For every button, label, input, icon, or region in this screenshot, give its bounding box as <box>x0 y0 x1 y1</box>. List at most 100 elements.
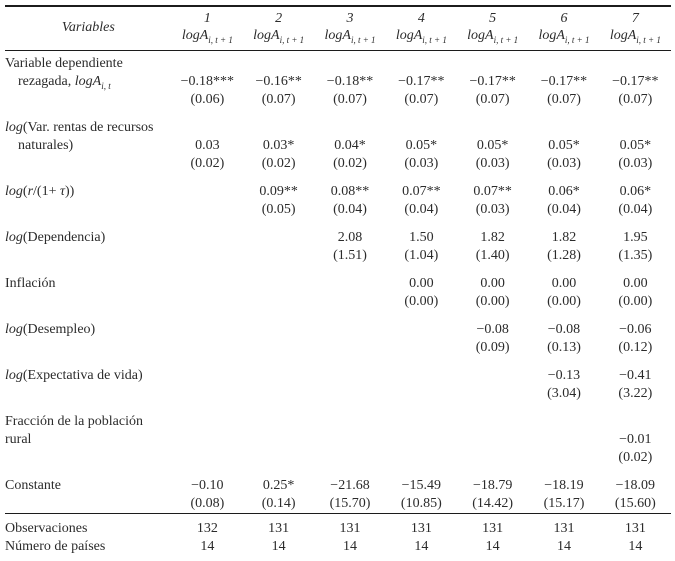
se-cell: (0.05) <box>261 202 296 217</box>
coefficient-cell: −0.17** <box>612 74 659 89</box>
table-row: (0.02) (0.02) (0.02) (0.03) (0.03) (0.03) (0.0… <box>5 155 671 173</box>
coefficient-cell: −0.13 <box>547 368 581 383</box>
dependent-variable-label: logAi, t + 1 <box>467 28 519 45</box>
table-row: (0.05) (0.04) (0.04) (0.03) (0.04) (0.04) <box>5 201 671 219</box>
coefficient-cell: −0.17** <box>540 74 588 89</box>
coefficient-cell <box>600 51 671 74</box>
se-cell: (0.06) <box>190 92 225 107</box>
model-number: 7 <box>631 11 639 26</box>
stat-cell: 131 <box>599 513 671 538</box>
variable-label: Fracción de la población <box>5 414 144 429</box>
se-cell: (0.07) <box>404 92 439 107</box>
coefficient-cell <box>528 109 599 137</box>
coefficient-cell: 0.00 <box>551 276 577 291</box>
table-row: Constante −0.10 0.25* −21.68 −15.49 −18.79 −18… <box>5 467 671 495</box>
coefficient-cell <box>528 403 599 431</box>
se-cell <box>243 339 314 357</box>
se-cell: (0.03) <box>547 156 581 171</box>
se-cell: (1.51) <box>333 248 367 263</box>
stat-cell: 131 <box>314 513 386 538</box>
coefficient-cell: −0.17** <box>398 74 445 89</box>
variables-column-header: Variables <box>5 6 172 51</box>
table-row: log(Expectativa de vida) −0.13 −0.41 <box>5 357 671 385</box>
se-cell: (0.04) <box>333 202 367 217</box>
table-row: log(Desempleo) −0.08 −0.08 −0.06 <box>5 311 671 339</box>
se-cell <box>314 339 385 357</box>
coefficient-cell <box>314 311 385 339</box>
model-number: 4 <box>417 11 425 26</box>
coefficient-cell: −18.09 <box>615 478 656 493</box>
stat-cell: 14 <box>200 539 215 554</box>
coefficient-cell: 0.00 <box>480 276 505 291</box>
variable-label: log(Var. rentas de recursos <box>5 120 154 135</box>
se-cell: (0.02) <box>261 156 296 171</box>
table-footer: Observaciones 132 131 131 131 131 131 131 Número… <box>5 513 671 561</box>
coefficient-cell: 0.25* <box>262 478 295 493</box>
stat-label: Número de países <box>5 539 106 554</box>
coefficient-cell <box>172 265 243 293</box>
coefficient-cell: −0.17** <box>469 74 516 89</box>
coefficient-cell <box>314 51 385 74</box>
stat-cell: 131 <box>243 513 315 538</box>
coefficient-cell: −0.16** <box>255 74 302 89</box>
se-cell <box>243 449 314 467</box>
coefficient-cell <box>457 357 528 385</box>
se-cell: (0.04) <box>618 202 653 217</box>
coefficient-cell <box>172 403 243 431</box>
se-cell <box>457 449 528 467</box>
variable-label <box>5 339 172 357</box>
model-column-header: 1 logAi, t + 1 <box>171 6 244 51</box>
se-cell: (0.00) <box>475 294 510 309</box>
coefficient-cell <box>600 403 671 431</box>
table-row: log(r/(1+ τ)) 0.09** 0.08** 0.07** 0.07** 0.0… <box>5 173 671 201</box>
se-cell: (0.00) <box>404 294 439 309</box>
coefficient-cell: 1.82 <box>551 230 577 245</box>
se-cell: (0.14) <box>261 496 296 511</box>
table-row: (0.09) (0.13) (0.12) <box>5 339 671 357</box>
table-row: (1.51) (1.04) (1.40) (1.28) (1.35) <box>5 247 671 265</box>
model-number: 1 <box>203 11 211 26</box>
coefficient-cell <box>386 311 457 339</box>
coefficient-cell: 1.82 <box>480 230 505 245</box>
variable-label: rezagada, logAi, t <box>18 74 111 91</box>
se-cell: (0.02) <box>333 156 367 171</box>
variable-label <box>5 449 172 467</box>
coefficient-cell: −0.08 <box>547 322 581 337</box>
se-cell: (0.07) <box>261 92 296 107</box>
variable-label: log(Desempleo) <box>5 322 96 337</box>
model-column-header: 5 logAi, t + 1 <box>457 6 529 51</box>
se-cell: (15.17) <box>543 496 585 511</box>
dependent-variable-label: logAi, t + 1 <box>253 28 305 45</box>
coefficient-cell: 1.95 <box>623 230 648 245</box>
coefficient-cell <box>243 357 314 385</box>
stat-cell: 14 <box>485 539 500 554</box>
coefficient-cell: 0.05* <box>548 138 580 153</box>
se-cell: (1.28) <box>547 248 581 263</box>
coefficient-cell <box>243 431 314 449</box>
coefficient-cell: 0.09** <box>259 184 298 199</box>
se-cell: (0.03) <box>404 156 439 171</box>
table-row: log(Var. rentas de recursos <box>5 109 671 137</box>
table-row: naturales) 0.03 0.03* 0.04* 0.05* 0.05* 0.05* 0… <box>5 137 671 155</box>
coefficient-cell: 0.07** <box>473 184 512 199</box>
stat-cell: 14 <box>556 539 571 554</box>
variable-label: Variable dependiente <box>5 56 123 71</box>
table-row: (0.02) <box>5 449 671 467</box>
variable-label <box>5 385 172 403</box>
se-cell: (0.02) <box>190 156 225 171</box>
se-cell <box>457 385 528 403</box>
se-cell <box>243 385 314 403</box>
coefficient-cell <box>457 403 528 431</box>
se-cell <box>172 201 243 219</box>
variable-label <box>5 293 172 311</box>
coefficient-cell <box>457 431 528 449</box>
se-cell: (15.70) <box>329 496 371 511</box>
coefficient-cell: −0.01 <box>619 432 652 447</box>
table-row: Fracción de la población <box>5 403 671 431</box>
variable-label <box>5 495 172 514</box>
se-cell: (0.07) <box>547 92 581 107</box>
se-cell <box>386 385 457 403</box>
coefficient-cell <box>243 109 314 137</box>
results-table: Variables 1 logAi, t + 1 2 logAi, t + 1 3 log… <box>5 5 671 561</box>
coefficient-cell <box>600 109 671 137</box>
